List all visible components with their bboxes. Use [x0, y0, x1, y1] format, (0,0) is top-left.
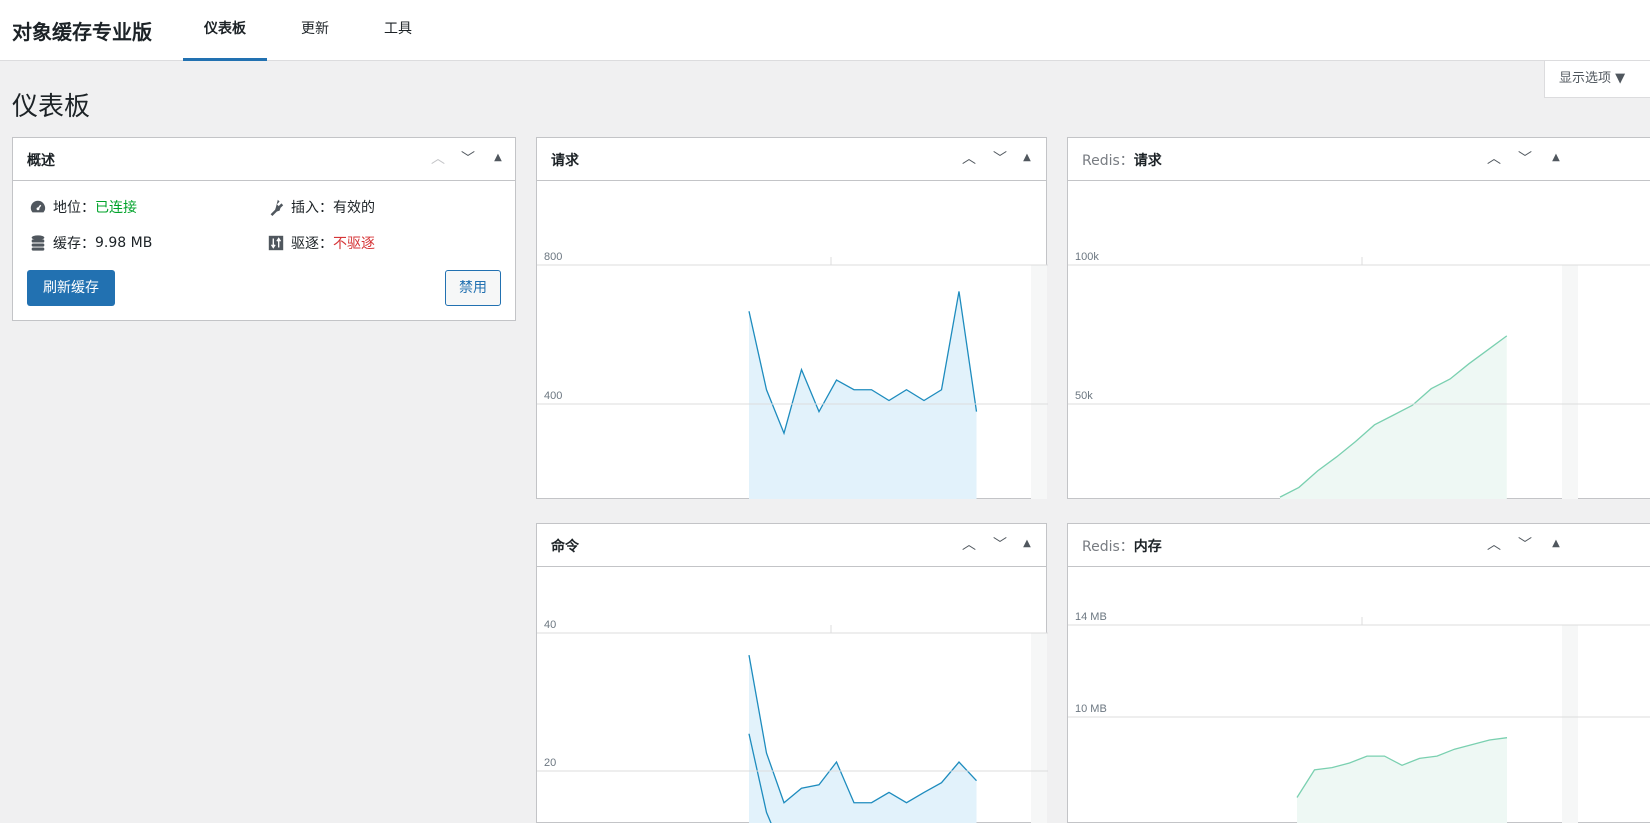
move-up-icon[interactable]: ︿ [962, 537, 976, 553]
dropin-row: 插入： 有效的 [267, 197, 375, 217]
collapse-toggle-icon[interactable]: ▲ [1552, 152, 1560, 163]
series-area [1297, 737, 1507, 823]
eviction-value: 不驱逐 [333, 236, 375, 252]
requests-chart: 0400800 [537, 251, 1048, 499]
y-tick-label: 100k [1075, 251, 1099, 263]
panel-title: Redis：请求 [1082, 150, 1162, 170]
overview-panel: 概述 ︿ ﹀ ▲ 地位： 已连接 插入： 有效的 缓存： 9.98 MB 驱逐： 不驱逐… [12, 137, 516, 321]
status-label: 地位： [53, 200, 95, 216]
flush-cache-button[interactable]: 刷新缓存 [27, 270, 115, 306]
y-tick-label: 40 [544, 619, 556, 631]
collapse-toggle-icon[interactable]: ▲ [1023, 152, 1031, 163]
panel-title: 命令 [551, 536, 579, 556]
series-line [1279, 335, 1508, 498]
panel-title: Redis：内存 [1082, 536, 1162, 556]
redis-requests-chart: 050k100k [1068, 251, 1650, 499]
panel-title: 请求 [551, 150, 579, 170]
plugin-plug-icon [270, 199, 284, 216]
cache-label: 缓存： [53, 236, 95, 252]
disable-button[interactable]: 禁用 [445, 270, 501, 306]
series-area [1280, 335, 1507, 499]
move-down-icon[interactable]: ﹀ [993, 537, 1007, 553]
screen-options-button[interactable]: 显示选项 ▼ [1544, 61, 1650, 98]
series-area [749, 291, 977, 499]
move-up-icon[interactable]: ︿ [1487, 151, 1501, 167]
y-tick-label: 20 [544, 757, 556, 769]
move-up-icon[interactable]: ︿ [431, 151, 445, 167]
collapse-toggle-icon[interactable]: ▲ [1023, 538, 1031, 549]
panel-title-text: 命令 [551, 539, 579, 555]
eviction-row: 驱逐： 不驱逐 [267, 233, 375, 253]
series-line [748, 291, 978, 436]
chart-right-shade [1031, 265, 1047, 499]
series-line [748, 654, 977, 804]
panel-title-text: 请求 [551, 153, 579, 169]
y-tick-label: 800 [544, 251, 562, 263]
sort-arrows-icon [268, 235, 284, 251]
redis-memory-chart: 10 MB 14 MB [1068, 611, 1650, 823]
chart-right-shade [1562, 625, 1578, 823]
top-bar: 对象缓存专业版 仪表板 更新 工具 [0, 0, 1650, 61]
redis-requests-chart-panel: Redis：请求︿﹀▲050k100k [1067, 137, 1650, 499]
move-down-icon[interactable]: ﹀ [993, 151, 1007, 167]
move-up-icon[interactable]: ︿ [962, 151, 976, 167]
move-down-icon[interactable]: ﹀ [461, 151, 475, 167]
y-tick-label: 400 [544, 390, 562, 402]
chart-right-shade [1031, 633, 1047, 823]
move-down-icon[interactable]: ﹀ [1518, 151, 1532, 167]
panel-title-prefix: Redis： [1082, 153, 1134, 169]
status-row: 地位： 已连接 [29, 197, 137, 217]
dropin-value: 有效的 [333, 200, 375, 216]
move-up-icon[interactable]: ︿ [1487, 537, 1501, 553]
dropin-label: 插入： [291, 200, 333, 216]
panel-title-prefix: Redis： [1082, 539, 1134, 555]
requests-chart-panel: 请求︿﹀▲0400800 [536, 137, 1048, 499]
series-area [749, 655, 977, 823]
cache-value: 9.98 MB [95, 235, 153, 251]
panel-title: 概述 [27, 153, 55, 169]
y-tick-label: 10 MB [1075, 703, 1107, 715]
y-tick-label: 14 MB [1075, 611, 1107, 623]
tab-dashboard[interactable]: 仪表板 [183, 0, 267, 61]
plugin-brand: 对象缓存专业版 [12, 20, 152, 44]
collapse-toggle-icon[interactable]: ▲ [494, 152, 502, 163]
tab-updates[interactable]: 更新 [301, 21, 329, 37]
tab-tools[interactable]: 工具 [384, 21, 412, 37]
status-value: 已连接 [95, 200, 137, 216]
chart-right-shade [1562, 265, 1578, 499]
collapse-toggle-icon[interactable]: ▲ [1552, 538, 1560, 549]
eviction-label: 驱逐： [291, 236, 333, 252]
redis-memory-chart-panel: Redis：内存 ︿ ﹀ ▲ 10 MB 14 MB [1067, 523, 1650, 823]
move-down-icon[interactable]: ﹀ [1518, 537, 1532, 553]
database-icon [31, 235, 45, 251]
series-line [1296, 737, 1508, 798]
commands-chart-panel: 命令 ︿ ﹀ ▲ 20 40 [536, 523, 1048, 823]
panel-title-text: 请求 [1133, 153, 1162, 169]
page-title: 仪表板 [12, 92, 91, 122]
cache-row: 缓存： 9.98 MB [29, 233, 152, 253]
y-tick-label: 50k [1075, 390, 1093, 402]
dashboard-gauge-icon [30, 200, 46, 213]
panel-title-text: 内存 [1133, 539, 1162, 555]
